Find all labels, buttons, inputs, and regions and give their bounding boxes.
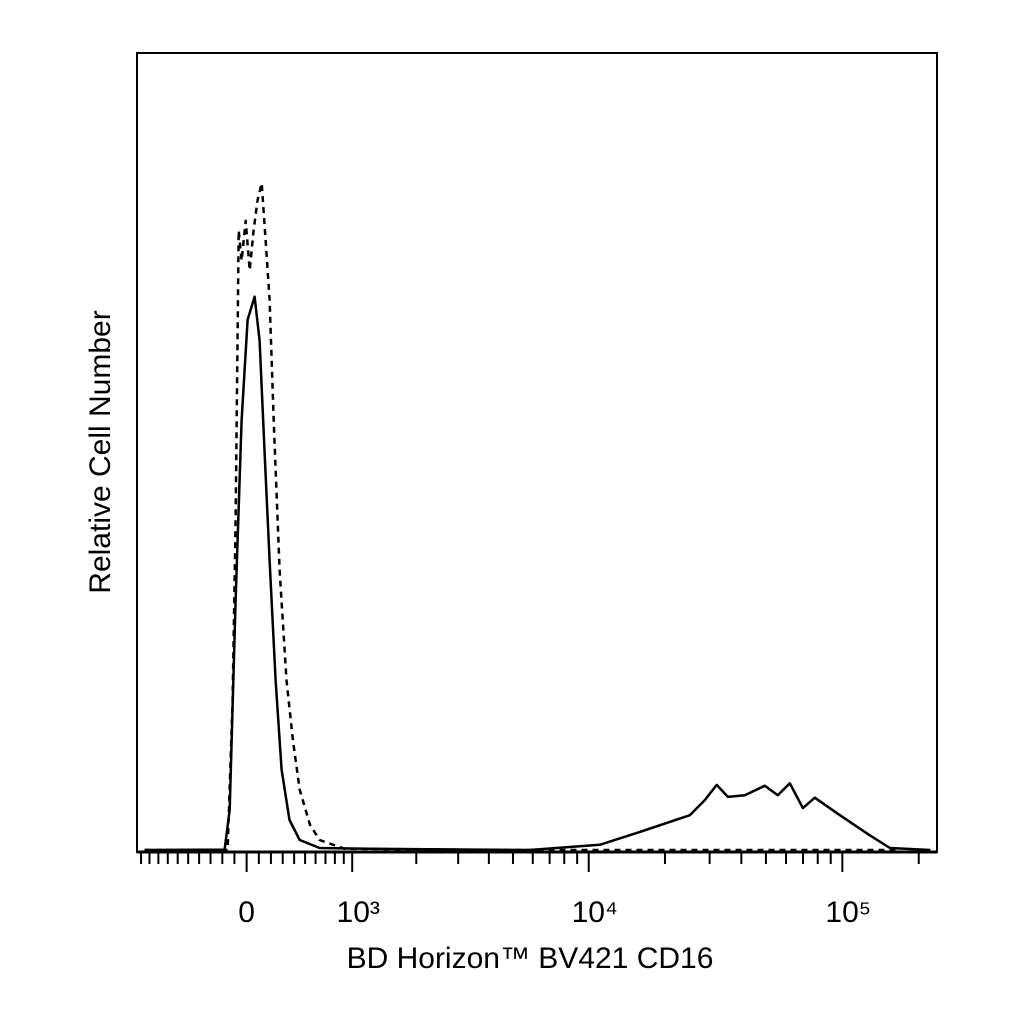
plot-frame [136,52,938,853]
x-axis-label: BD Horizon™ BV421 CD16 [347,942,714,975]
x-tick-label: 0 [238,896,255,929]
x-tick-label: 10⁵ [825,896,871,929]
y-axis-label: Relative Cell Number [84,310,117,593]
x-tick-label: 10⁴ [572,896,618,929]
histogram-line [144,295,931,852]
histogram-line [144,181,900,852]
x-tick-label: 10³ [337,896,380,929]
